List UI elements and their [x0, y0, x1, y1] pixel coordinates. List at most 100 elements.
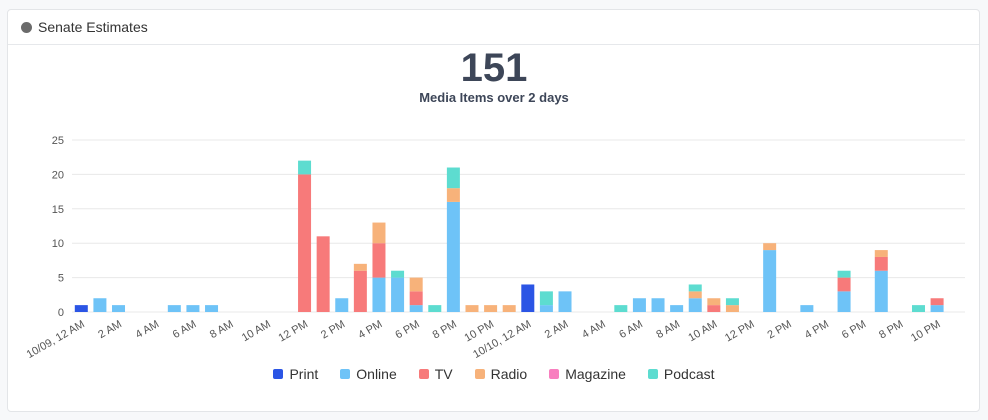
bar-segment-online: [763, 250, 777, 312]
bar-segment-podcast: [614, 305, 628, 312]
bar-segment-radio: [409, 277, 423, 292]
x-tick-label: 8 AM: [654, 318, 682, 341]
bar-segment-online: [205, 305, 219, 312]
x-tick-label: 10 AM: [686, 318, 719, 344]
bar-segment-podcast: [725, 298, 739, 306]
x-tick-label: 12 PM: [277, 318, 311, 344]
x-tick-label: 6 AM: [171, 318, 199, 341]
bar-segment-radio: [725, 305, 739, 312]
legend-item-radio[interactable]: Radio: [474, 366, 528, 382]
x-tick-label: 10 PM: [909, 318, 943, 344]
bar-segment-tv: [298, 174, 312, 312]
x-tick-label: 6 AM: [617, 318, 645, 341]
bar-segment-online: [446, 201, 460, 312]
bar-segment-online: [837, 291, 851, 312]
legend-label: TV: [434, 366, 453, 382]
bar-segment-podcast: [298, 160, 312, 175]
bar-segment-online: [372, 277, 386, 312]
bar-segment-tv: [316, 236, 330, 312]
legend-swatch: [340, 369, 351, 379]
bar-segment-online: [335, 298, 349, 312]
legend-label: Magazine: [565, 366, 626, 382]
bar-segment-online: [167, 305, 181, 312]
bar-segment-tv: [707, 305, 721, 312]
total-label: Media Items over 2 days: [419, 90, 569, 105]
bar-segment-online: [539, 305, 553, 312]
bar-segment-online: [930, 305, 944, 312]
bar-segment-tv: [837, 277, 851, 292]
legend-item-online[interactable]: Online: [340, 366, 397, 382]
legend-swatch: [474, 369, 485, 379]
legend-swatch: [549, 369, 560, 379]
legend-swatch: [273, 369, 284, 379]
x-tick-label: 10 AM: [240, 318, 273, 344]
bar-segment-radio: [372, 222, 386, 244]
x-tick-label: 2 AM: [96, 318, 124, 341]
x-tick-label: 4 PM: [803, 318, 831, 341]
bar-segment-podcast: [911, 305, 925, 312]
bar-segment-print: [74, 305, 88, 312]
legend-swatch: [647, 369, 658, 379]
bar-segment-online: [688, 298, 702, 312]
bar-segment-radio: [502, 305, 516, 312]
bar-segment-radio: [484, 305, 498, 312]
bar-segment-radio: [763, 243, 777, 251]
bar-segment-tv: [930, 298, 944, 306]
bar-segment-podcast: [539, 291, 553, 306]
x-tick-label: 12 PM: [723, 318, 757, 344]
x-tick-label: 4 AM: [580, 318, 608, 341]
y-tick-label: 5: [58, 273, 64, 285]
chart-card: Senate Estimates: [7, 9, 980, 412]
bar-segment-podcast: [428, 305, 442, 312]
card-header: Senate Estimates: [8, 10, 979, 45]
bar-segment-radio: [688, 291, 702, 299]
bar-segment-online: [186, 305, 200, 312]
bar-segment-online: [800, 305, 814, 312]
bar-segment-radio: [874, 250, 888, 257]
x-tick-label: 8 AM: [208, 318, 236, 341]
legend-item-tv[interactable]: TV: [418, 366, 453, 382]
bar-segment-radio: [446, 188, 460, 202]
bar-segment-online: [112, 305, 126, 312]
bar-segment-podcast: [688, 284, 702, 292]
y-tick-label: 0: [58, 307, 64, 319]
chart-legend: Print Online TV Radio Magazine Podcast: [0, 366, 988, 382]
x-tick-label: 6 PM: [393, 318, 421, 341]
x-tick-label: 10/09, 12 AM: [25, 318, 87, 361]
x-tick-label: 4 AM: [134, 318, 162, 341]
bar-segment-podcast: [446, 167, 460, 189]
circle-icon: [21, 21, 32, 33]
bar-segment-print: [521, 284, 535, 312]
bar-segment-tv: [409, 291, 423, 306]
bar-segment-tv: [353, 270, 367, 312]
bar-segment-radio: [353, 263, 367, 271]
legend-item-magazine[interactable]: Magazine: [549, 366, 626, 382]
y-tick-label: 15: [52, 204, 64, 216]
y-tick-label: 25: [52, 135, 64, 147]
bar-segment-online: [391, 277, 405, 312]
bar-segment-online: [651, 298, 665, 312]
legend-label: Online: [356, 366, 397, 382]
legend-item-podcast[interactable]: Podcast: [647, 366, 715, 382]
x-tick-label: 8 PM: [877, 318, 905, 341]
bar-segment-tv: [372, 243, 386, 278]
bar-segment-online: [558, 291, 572, 312]
bar-segment-podcast: [391, 270, 405, 278]
bar-segment-online: [874, 270, 888, 312]
bar-segment-radio: [465, 305, 479, 312]
bar-segment-online: [670, 305, 684, 312]
legend-swatch: [418, 369, 429, 379]
bar-segment-online: [632, 298, 646, 312]
y-tick-label: 10: [52, 238, 64, 250]
legend-label: Print: [289, 366, 319, 382]
y-tick-label: 20: [52, 169, 64, 181]
x-tick-label: 2 AM: [543, 318, 571, 341]
bar-segment-podcast: [837, 270, 851, 278]
legend-label: Podcast: [663, 366, 715, 382]
x-tick-label: 2 PM: [766, 318, 794, 341]
card-title: Senate Estimates: [38, 19, 148, 35]
legend-label: Radio: [490, 366, 528, 382]
legend-item-print[interactable]: Print: [273, 366, 318, 382]
x-tick-label: 4 PM: [356, 318, 384, 341]
